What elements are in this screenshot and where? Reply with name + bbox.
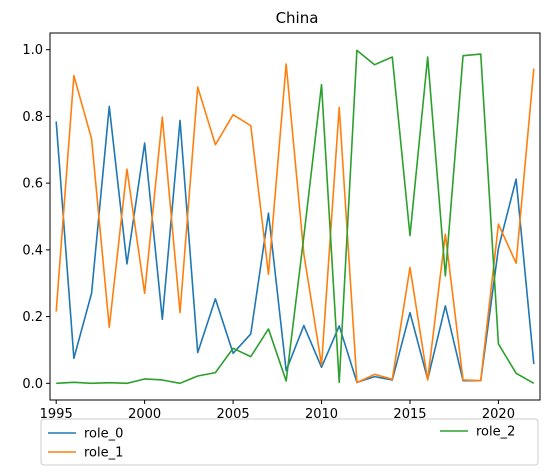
legend-label-role_2: role_2 [476,425,515,440]
y-axis: 0.0 0.2 0.4 0.6 0.8 1.0 [22,43,50,392]
y-tick-label: 0.4 [22,243,43,258]
legend-label-role_0: role_0 [84,427,123,442]
y-tick-label: 0.2 [22,310,43,325]
y-tick-label: 0.6 [22,177,43,192]
chart-title: China [276,9,319,27]
legend-label-role_1: role_1 [84,446,123,461]
plot-frame [50,33,540,400]
y-tick-label: 0.8 [22,110,43,125]
y-tick-label: 0.0 [22,377,43,392]
legend: role_0 role_1 role_2 [41,419,538,465]
series-line-role_2 [56,50,534,383]
series-line-role_1 [56,64,534,383]
series-line-role_0 [56,106,534,382]
plot-lines [56,50,534,383]
y-tick-label: 1.0 [22,43,43,58]
